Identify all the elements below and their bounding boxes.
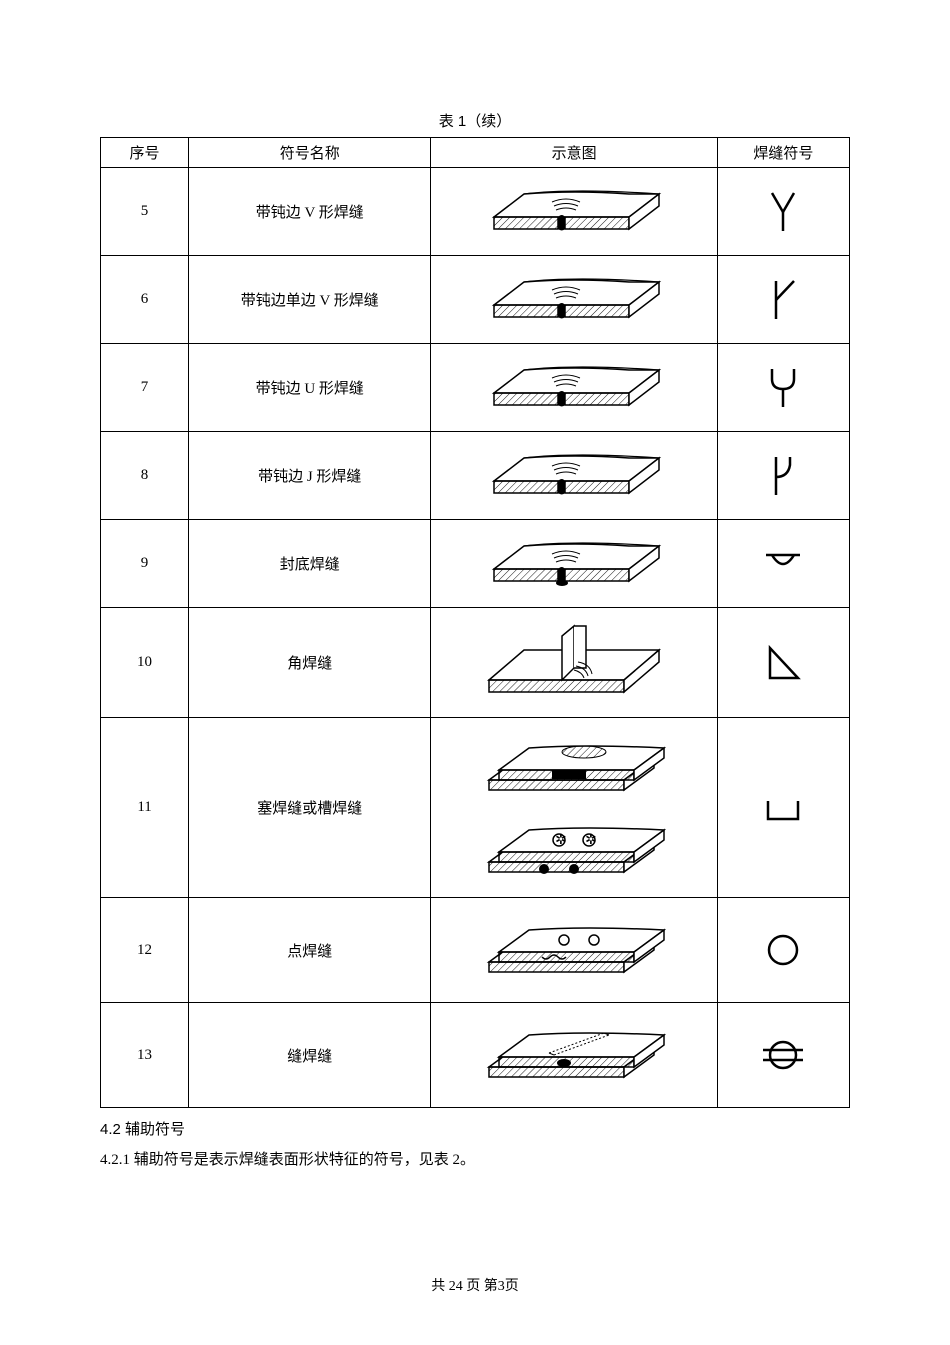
footer-mid: 页 第 — [466, 1279, 498, 1294]
table-row: 12 点焊缝 — [101, 898, 850, 1003]
cell-name: 缝焊缝 — [189, 1003, 431, 1108]
cell-seq: 10 — [101, 608, 189, 718]
svg-text:✲: ✲ — [585, 833, 597, 848]
cell-diagram — [431, 1003, 717, 1108]
table-header-row: 序号 符号名称 示意图 焊缝符号 — [101, 138, 850, 168]
table-row: 6 带钝边单边 V 形焊缝 — [101, 256, 850, 344]
header-diagram: 示意图 — [431, 138, 717, 168]
footer-prefix: 共 — [431, 1279, 445, 1294]
para-num: 4.2.1 — [100, 1152, 130, 1168]
header-seq: 序号 — [101, 138, 189, 168]
cell-seq: 5 — [101, 168, 189, 256]
section-heading: 4.2 辅助符号 — [100, 1118, 850, 1139]
cell-diagram — [431, 898, 717, 1003]
cell-name: 点焊缝 — [189, 898, 431, 1003]
section-num: 4.2 — [100, 1121, 121, 1138]
header-symbol: 焊缝符号 — [717, 138, 849, 168]
cell-symbol — [717, 432, 849, 520]
table-row: 8 带钝边 J 形焊缝 — [101, 432, 850, 520]
cell-name: 角焊缝 — [189, 608, 431, 718]
cell-diagram: ✲ ✲ — [431, 718, 717, 898]
cell-symbol — [717, 520, 849, 608]
cell-seq: 6 — [101, 256, 189, 344]
cell-diagram — [431, 608, 717, 718]
cell-seq: 8 — [101, 432, 189, 520]
svg-text:✲: ✲ — [555, 833, 567, 848]
section-paragraph: 4.2.1 辅助符号是表示焊缝表面形状特征的符号，见表 2。 — [100, 1147, 850, 1174]
cell-symbol — [717, 718, 849, 898]
cell-diagram — [431, 520, 717, 608]
cell-name: 封底焊缝 — [189, 520, 431, 608]
cell-diagram — [431, 168, 717, 256]
table-row: 5 带钝边 V 形焊缝 — [101, 168, 850, 256]
cell-diagram — [431, 432, 717, 520]
section-title: 辅助符号 — [125, 1121, 185, 1138]
cell-seq: 7 — [101, 344, 189, 432]
cell-symbol — [717, 168, 849, 256]
cell-name: 塞焊缝或槽焊缝 — [189, 718, 431, 898]
table-row: 9 封底焊缝 — [101, 520, 850, 608]
footer-suffix: 页 — [505, 1279, 519, 1294]
cell-diagram — [431, 344, 717, 432]
cell-symbol — [717, 898, 849, 1003]
cell-symbol — [717, 1003, 849, 1108]
table-row: 10 角焊缝 — [101, 608, 850, 718]
cell-name: 带钝边 V 形焊缝 — [189, 168, 431, 256]
header-name: 符号名称 — [189, 138, 431, 168]
table-caption: 表 1（续） — [100, 110, 850, 131]
cell-seq: 13 — [101, 1003, 189, 1108]
cell-name: 带钝边单边 V 形焊缝 — [189, 256, 431, 344]
cell-name: 带钝边 J 形焊缝 — [189, 432, 431, 520]
cell-symbol — [717, 344, 849, 432]
weld-symbol-table: 序号 符号名称 示意图 焊缝符号 5 带钝边 V 形焊缝 6 带钝边单边 V 形… — [100, 137, 850, 1108]
cell-symbol — [717, 256, 849, 344]
cell-symbol — [717, 608, 849, 718]
table-row: 13 缝焊缝 — [101, 1003, 850, 1108]
cell-diagram — [431, 256, 717, 344]
para-text: 辅助符号是表示焊缝表面形状特征的符号，见表 2。 — [134, 1152, 475, 1168]
table-row: 11 塞焊缝或槽焊缝 ✲ ✲ — [101, 718, 850, 898]
cell-seq: 9 — [101, 520, 189, 608]
table-row: 7 带钝边 U 形焊缝 — [101, 344, 850, 432]
footer-page: 3 — [498, 1279, 505, 1294]
footer-total: 24 — [449, 1279, 463, 1294]
page-footer: 共 24 页 第3页 — [0, 1275, 950, 1295]
cell-name: 带钝边 U 形焊缝 — [189, 344, 431, 432]
cell-seq: 12 — [101, 898, 189, 1003]
cell-seq: 11 — [101, 718, 189, 898]
